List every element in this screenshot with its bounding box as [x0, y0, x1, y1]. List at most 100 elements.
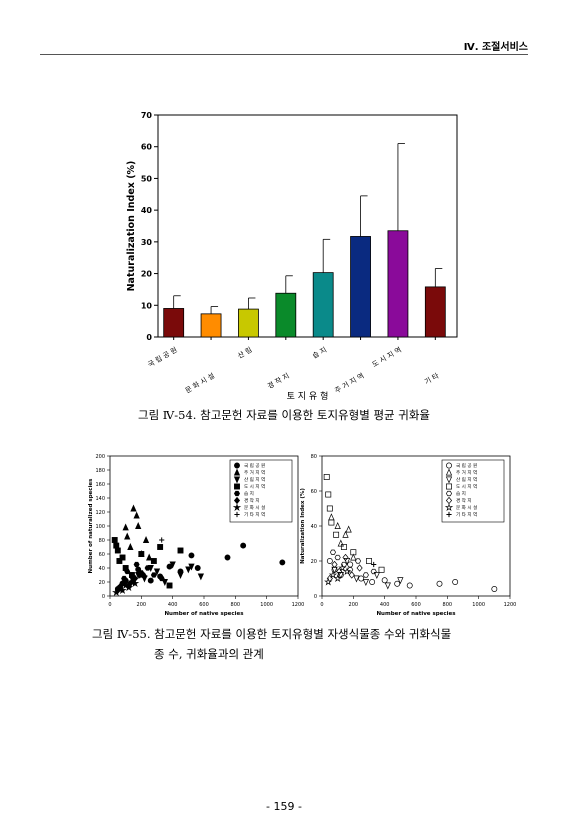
scatter-point [144, 565, 151, 571]
x-tick-label: 400 [380, 602, 390, 608]
scatter-point [337, 539, 344, 547]
y-tick-label: 20 [141, 270, 153, 279]
scatter-point [133, 561, 140, 568]
legend-entry: 문 화 시 설 [456, 504, 477, 511]
y-axis-label: Naturalization Index (%) [126, 161, 137, 292]
scatter-point [232, 503, 242, 512]
x-tick-label: 200 [349, 602, 359, 608]
legend-entry: 산 림 지 역 [456, 476, 477, 483]
scatter-point [397, 577, 404, 585]
scatter-point [177, 547, 184, 554]
scatter-point [445, 468, 453, 476]
y-axis-label: Number of naturalized species [88, 478, 94, 574]
page-number: - 159 - [266, 800, 302, 813]
scatter-point [111, 537, 118, 543]
scatter-point [444, 503, 454, 512]
scatter-point [113, 542, 120, 549]
x-tick-label: 600 [199, 602, 209, 608]
scatter-point [188, 563, 195, 571]
y-tick-label: 10 [141, 301, 153, 310]
y-tick-label: 0 [102, 594, 105, 600]
scatter-point [446, 462, 452, 469]
y-tick-label: 50 [141, 174, 153, 183]
scatter-point [446, 483, 452, 490]
x-tick-label: 600 [411, 602, 421, 608]
scatter-point [334, 522, 341, 529]
legend-entry: 기 타 지 역 [456, 511, 477, 518]
scatter-point [124, 583, 133, 592]
scatter-point [240, 542, 247, 549]
x-tick-label: 200 [137, 602, 147, 608]
legend-entry: 문 화 시 설 [244, 504, 265, 511]
legend-box [229, 459, 293, 523]
scatter-point [452, 579, 459, 585]
scatter-point [358, 575, 365, 582]
scatter-point [328, 513, 335, 521]
header-rule [40, 54, 528, 55]
scatter-point [378, 566, 385, 573]
y-tick-label: 60 [99, 552, 105, 558]
scatter-point [436, 580, 443, 587]
y-tick-label: 0 [314, 594, 317, 600]
scatter-point [159, 537, 165, 543]
y-tick-label: 160 [95, 482, 105, 488]
scatter-point [342, 567, 352, 576]
legend-entry: 경 작 지 [456, 497, 472, 504]
scatter-point [328, 570, 338, 579]
x-tick-label: 800 [443, 602, 453, 608]
scatter-point [350, 549, 357, 556]
scatter-point [347, 561, 354, 568]
y-tick-label: 0 [146, 333, 152, 342]
scatter-point [124, 532, 131, 540]
scatter-point [136, 571, 143, 579]
scatter-point [119, 554, 126, 561]
y-tick-label: 180 [95, 468, 105, 474]
x-axis-label: 토 지 유 형 [287, 391, 329, 402]
scatter-point [118, 586, 127, 594]
scatter-point [146, 553, 153, 561]
scatter-point [116, 558, 123, 564]
x-tick-label: 0 [320, 602, 323, 608]
x-tick-label: 400 [168, 602, 178, 608]
scatter-point [381, 577, 388, 584]
y-tick-label: 40 [99, 566, 105, 572]
scatter-point [350, 553, 357, 561]
scatter-point [329, 549, 336, 555]
y-tick-label: 30 [141, 238, 153, 247]
scatter-point [233, 490, 241, 497]
y-tick-label: 120 [95, 510, 105, 516]
scatter-point [362, 572, 369, 578]
scatter-point [338, 563, 347, 572]
legend: 국 립 공 원주 거 지 역산 림 지 역도 시 지 역습 지경 작 지문 화 … [441, 459, 505, 523]
scatter-point [234, 462, 240, 469]
scatter-point [185, 566, 192, 574]
scatter-point [150, 558, 157, 564]
figure2-caption-line1: 그림 Ⅳ-55. 참고문헌 자료를 이용한 토지유형별 자생식물종 수와 귀화식… [92, 627, 452, 641]
x-axis-label: Number of native species [164, 611, 244, 617]
scatter-point [124, 568, 131, 575]
scatter-point [127, 543, 134, 550]
y-tick-label: 200 [95, 454, 105, 460]
figure2-caption: 그림 Ⅳ-55. 참고문헌 자료를 이용한 토지유형별 자생식물종 수와 귀화식… [92, 624, 512, 664]
legend-entry: 도 시 지 역 [456, 483, 477, 490]
scatter-point [325, 491, 332, 498]
y-tick-label: 70 [141, 111, 153, 120]
legend-box [441, 459, 505, 523]
scatter-point [114, 547, 121, 554]
scatter-point [370, 568, 377, 575]
legend-entry: 경 작 지 [244, 497, 260, 504]
scatter-point [334, 554, 341, 561]
scatter-point [141, 572, 148, 581]
scatter-point [122, 523, 129, 531]
legend-entry: 산 림 지 역 [244, 476, 265, 483]
y-tick-label: 40 [311, 524, 317, 530]
scatter-point [138, 551, 145, 557]
scatter-point [326, 558, 333, 564]
legend-entry: 국 립 공 원 [244, 462, 265, 469]
scatter-point [333, 574, 342, 583]
scatter-point [345, 525, 352, 533]
y-tick-label: 80 [99, 538, 105, 544]
y-axis-label: Naturalization Index (%) [300, 488, 306, 564]
scatter-point [356, 564, 363, 572]
scatter-point [135, 522, 142, 529]
